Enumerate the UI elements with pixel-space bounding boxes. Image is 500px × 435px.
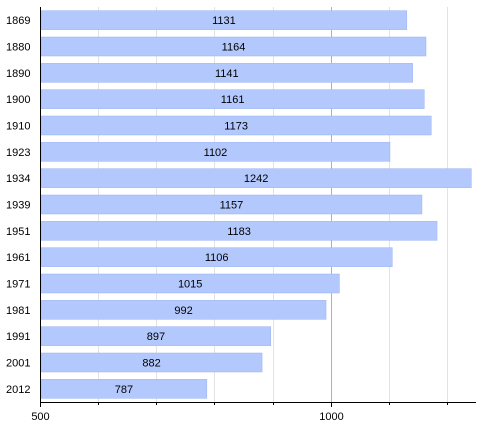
data-label: 1161 bbox=[221, 94, 245, 106]
category-label: 2001 bbox=[6, 358, 30, 370]
data-label: 897 bbox=[147, 331, 165, 343]
category-label: 2012 bbox=[6, 384, 30, 396]
category-label: 1923 bbox=[6, 147, 30, 159]
data-label: 1131 bbox=[212, 15, 236, 27]
data-label: 1015 bbox=[178, 279, 202, 291]
category-label: 1961 bbox=[6, 252, 30, 264]
category-label: 1981 bbox=[6, 305, 30, 317]
data-label: 1173 bbox=[224, 121, 248, 133]
x-tick-label: 1000 bbox=[319, 411, 343, 423]
data-label: 1183 bbox=[227, 226, 251, 238]
category-label: 1991 bbox=[6, 331, 30, 343]
data-label: 1157 bbox=[220, 200, 244, 212]
category-label: 1971 bbox=[6, 279, 30, 291]
category-label: 1890 bbox=[6, 68, 30, 80]
category-label: 1900 bbox=[6, 94, 30, 106]
category-label: 1951 bbox=[6, 226, 30, 238]
data-label: 992 bbox=[174, 305, 192, 317]
axis-layer: 1869 1880 1890 1900 1910 1923 1934 1939 1951 1961… bbox=[6, 7, 476, 423]
category-label: 1939 bbox=[6, 200, 30, 212]
category-label: 1869 bbox=[6, 15, 30, 27]
data-label: 1106 bbox=[205, 252, 229, 264]
x-tick-label: 500 bbox=[31, 411, 49, 423]
data-label: 1141 bbox=[215, 68, 239, 80]
data-label: 787 bbox=[115, 384, 133, 396]
category-label: 1934 bbox=[6, 173, 30, 185]
data-label: 1164 bbox=[222, 42, 246, 54]
category-label: 1880 bbox=[6, 42, 30, 54]
data-label: 882 bbox=[142, 358, 160, 370]
data-label: 1242 bbox=[244, 173, 268, 185]
data-label: 1102 bbox=[204, 147, 228, 159]
category-label: 1910 bbox=[6, 121, 30, 133]
bar-layer: 1131 1164 1141 1161 1173 1102 1242 1157 1183 1106… bbox=[40, 10, 472, 399]
